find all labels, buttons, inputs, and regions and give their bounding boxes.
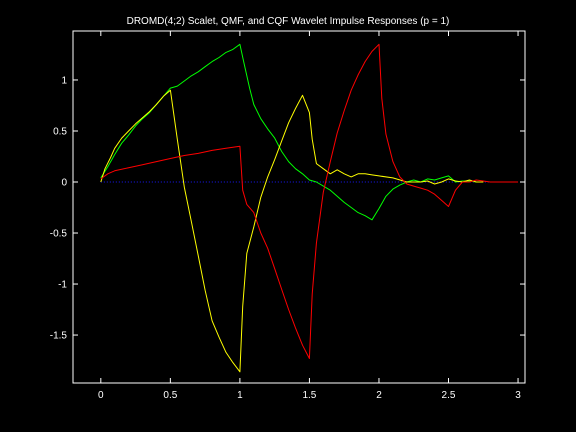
axis-ticks: 0 0.5 1 1.5 2 2.5 3 -1.5 -1 -0.5 0 0.5 1 [50, 31, 525, 401]
y-tick-label: -1.5 [50, 331, 68, 342]
x-tick-label: 2.5 [442, 390, 456, 401]
x-tick-label: 0.5 [163, 390, 177, 401]
x-tick-label: 0 [98, 390, 104, 401]
x-tick-label: 1 [237, 390, 243, 401]
y-tick-label: -1 [58, 280, 67, 291]
plot-area [100, 43, 519, 373]
series-line-1 [100, 43, 484, 221]
x-tick-label: 2 [376, 390, 382, 401]
y-tick-label: 0.5 [53, 126, 67, 137]
series-line-2 [100, 89, 484, 373]
y-tick-label: 1 [61, 75, 67, 86]
y-tick-label: 0 [61, 178, 67, 189]
series-line-3 [100, 43, 518, 359]
x-tick-label: 3 [515, 390, 521, 401]
y-tick-label: -0.5 [50, 229, 68, 240]
chart-title: DROMD(4;2) Scalet, QMF, and CQF Wavelet … [127, 16, 450, 27]
axes-box [72, 30, 526, 384]
x-tick-label: 1.5 [302, 390, 316, 401]
